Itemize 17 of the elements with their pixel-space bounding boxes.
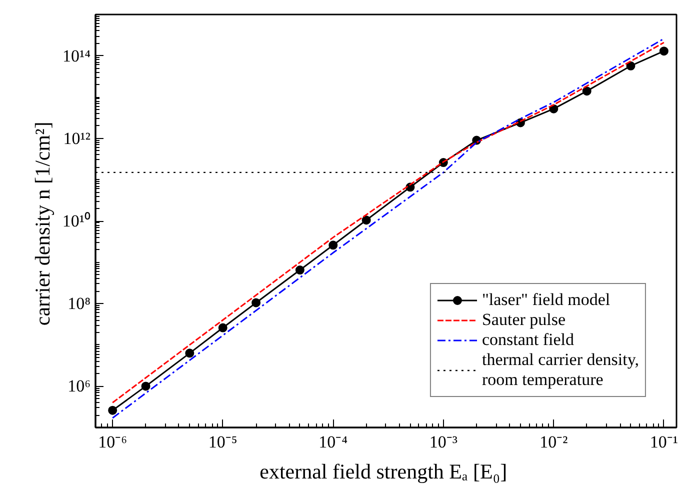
x-tick-label: 10⁻⁶ xyxy=(98,432,128,452)
y-axis-title: carrier density n [1/cm²] xyxy=(30,122,54,326)
y-tick-label: 10⁸ xyxy=(68,294,91,314)
legend-label: thermal carrier density, room temperature xyxy=(482,350,639,390)
legend-label: Sauter pulse xyxy=(482,310,566,330)
x-tick-label: 10⁻⁴ xyxy=(318,432,348,452)
y-tick-label: 10¹⁴ xyxy=(62,46,91,66)
y-tick-label: 10⁶ xyxy=(68,376,91,396)
y-tick-label: 10¹⁰ xyxy=(62,212,91,230)
x-tick-label: 10⁻² xyxy=(540,432,568,452)
x-axis-title: external field strength Eₐ [E₀] xyxy=(260,460,508,484)
legend-label: constant field xyxy=(482,330,574,350)
x-tick-label: 10⁻⁵ xyxy=(208,432,238,452)
legend-label: "laser" field model xyxy=(482,290,610,310)
x-tick-label: 10⁻³ xyxy=(429,432,458,452)
y-tick-label: 10¹² xyxy=(63,128,91,148)
x-tick-label: 10⁻¹ xyxy=(650,432,678,452)
